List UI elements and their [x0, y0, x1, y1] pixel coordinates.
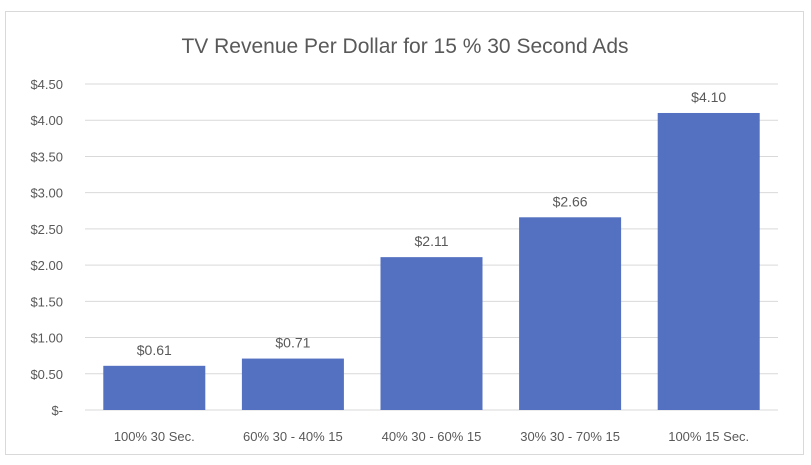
y-tick-label: $2.00 [30, 258, 63, 273]
x-tick-label: 100% 30 Sec. [114, 429, 195, 444]
y-tick-label: $1.00 [30, 331, 63, 346]
bar [519, 217, 622, 410]
data-label: $2.11 [415, 233, 449, 249]
y-tick-label: $3.50 [30, 149, 63, 164]
y-tick-label: $1.50 [30, 294, 63, 309]
y-tick-label: $4.00 [30, 113, 63, 128]
data-label: $0.71 [275, 335, 310, 351]
data-label: $4.10 [691, 89, 726, 105]
bar [241, 358, 344, 410]
data-label: $2.66 [553, 193, 588, 209]
y-tick-label: $3.00 [30, 186, 63, 201]
x-tick-label: 100% 15 Sec. [668, 429, 749, 444]
bar [657, 112, 760, 410]
y-tick-label: $2.50 [30, 222, 63, 237]
x-tick-label: 40% 30 - 60% 15 [382, 429, 482, 444]
data-label: $0.61 [137, 342, 172, 358]
y-tick-label: $0.50 [30, 367, 63, 382]
x-tick-label: 30% 30 - 70% 15 [520, 429, 620, 444]
y-tick-label: $- [51, 403, 63, 418]
bar [380, 257, 483, 410]
chart-title: TV Revenue Per Dollar for 15 % 30 Second… [181, 35, 628, 58]
bar [103, 365, 206, 410]
y-tick-label: $4.50 [30, 77, 63, 92]
x-tick-label: 60% 30 - 40% 15 [243, 429, 343, 444]
